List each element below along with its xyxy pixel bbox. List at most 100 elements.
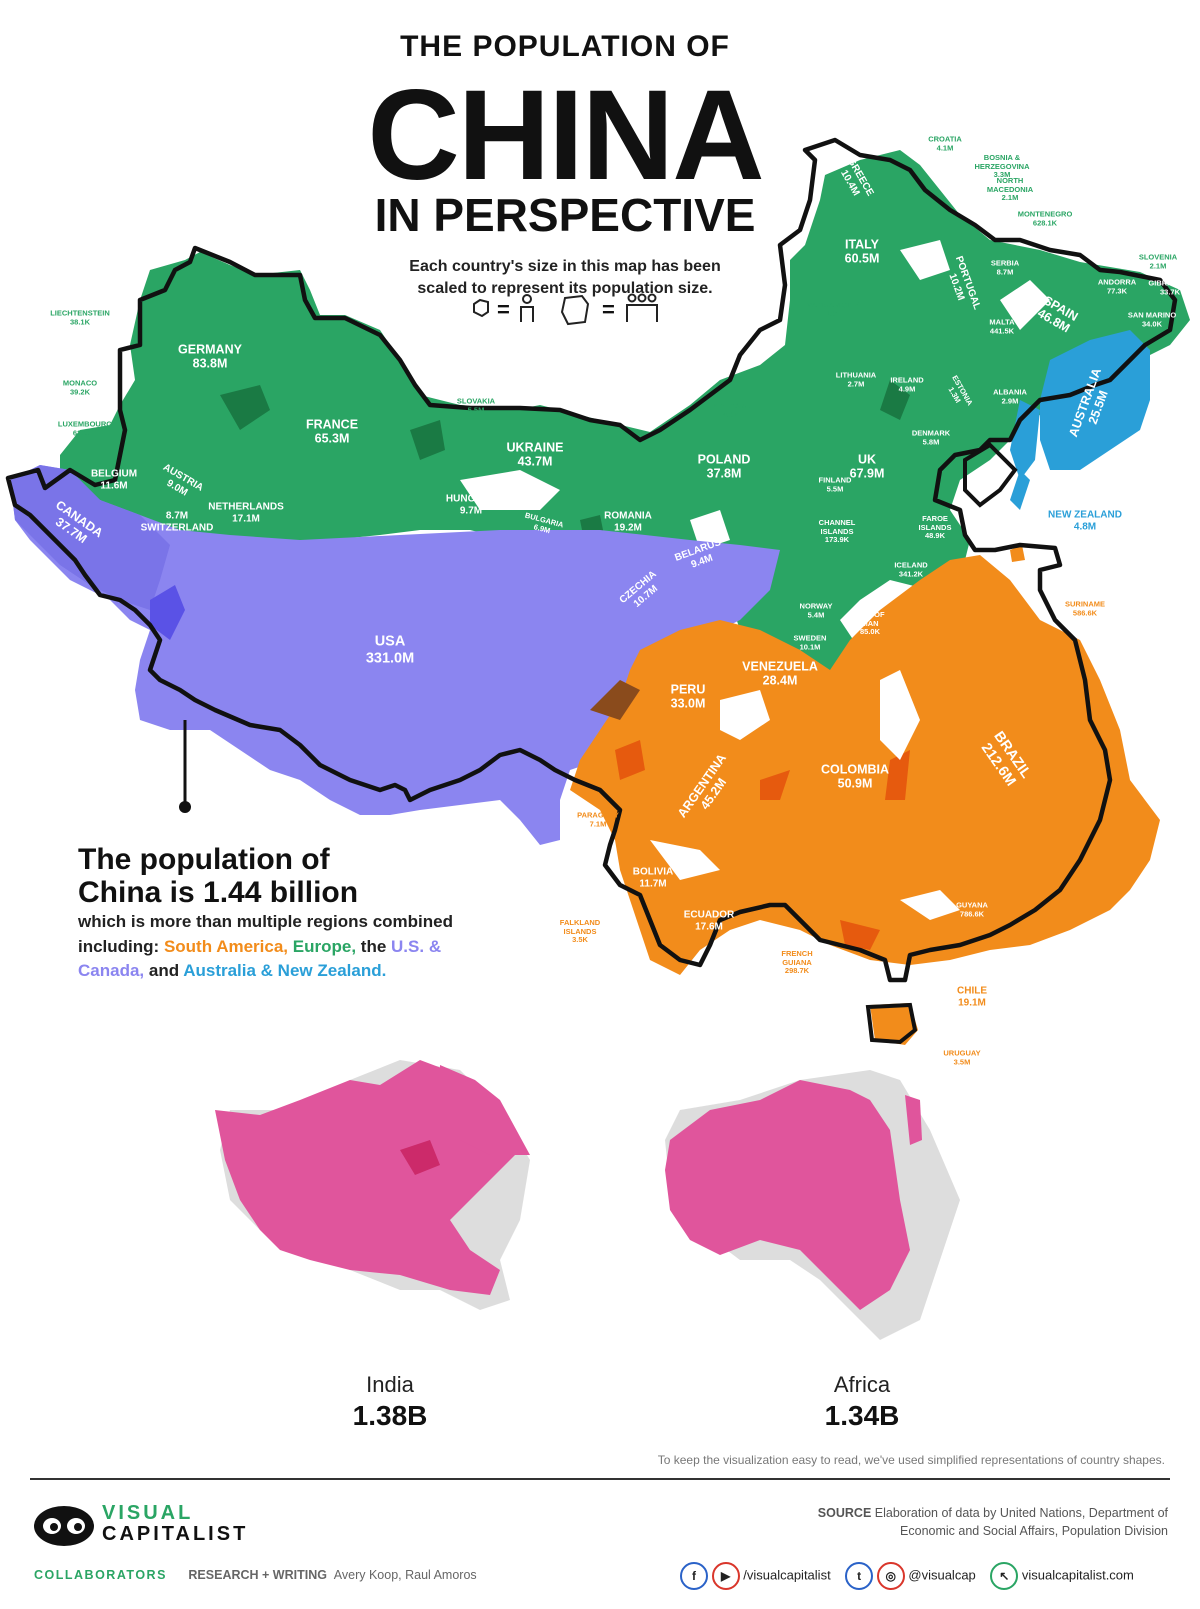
china-outline [5, 137, 1178, 983]
label-croatia-value: 4.1M [936, 143, 954, 152]
label-suriname-value: 586.6K [1072, 608, 1098, 617]
label-poland: POLAND 37.8M [698, 453, 751, 482]
label-falkland-name: FALKLAND ISLANDS [559, 918, 601, 936]
research-label: RESEARCH + WRITING [188, 1568, 327, 1582]
brown-patch [590, 680, 640, 720]
label-french-guiana-value: 298.7K [784, 966, 810, 976]
cursor-icon[interactable]: ↖ [990, 1562, 1019, 1590]
label-north-macedonia: NORTH MACEDONIA 2.1M [980, 176, 1040, 203]
label-liechtenstein-name: LIECHTENSTEIN [50, 308, 110, 318]
label-switzerland-name: SWITZERLAND [140, 522, 214, 533]
label-falkland-value: 3.5K [572, 935, 588, 945]
suriname-region [1010, 545, 1025, 562]
social-handle-2[interactable]: @visualcap [908, 1567, 976, 1583]
india-name: India [366, 1372, 414, 1397]
label-moldova: MOLDOVA 4.0M [712, 402, 750, 419]
india-overlap [400, 1140, 440, 1175]
label-vatican-name: VATICAN CITY [807, 300, 859, 310]
social-links: f ▶ /visualcapitalist t ◎ @visualcap ↖ v… [680, 1562, 1134, 1590]
label-croatia-name: CROATIA [928, 134, 962, 144]
label-north-macedonia-name: NORTH MACEDONIA [986, 176, 1034, 194]
label-vatican: VATICAN CITY 801 [807, 301, 858, 318]
label-guyana-name: GUYANA [956, 900, 988, 910]
label-switzerland: 8.7M SWITZERLAND [141, 511, 214, 534]
label-falkland: FALKLAND ISLANDS 3.5K [555, 918, 605, 945]
label-new-zealand-value: 4.8M [1073, 521, 1097, 532]
person-icon [520, 294, 534, 322]
south-america-dark-patches [615, 740, 910, 950]
label-suriname: SURINAME 586.6K [1065, 600, 1105, 617]
label-ukraine: UKRAINE 43.7M [507, 441, 564, 470]
label-chile-value: 19.1M [958, 997, 986, 1008]
youtube-icon[interactable]: ▶ [711, 1562, 740, 1590]
callout-body-intro: which is more than multiple regions comb… [78, 912, 453, 931]
china-outline-inner [963, 442, 1018, 508]
label-uk: UK 67.9M [850, 453, 885, 482]
source: SOURCE Elaboration of data by United Nat… [648, 1505, 1168, 1540]
label-ireland-name: IRELAND [890, 375, 924, 385]
instagram-icon[interactable]: ◎ [876, 1562, 905, 1590]
label-malta: MALTA 441.5K [989, 318, 1014, 335]
website-link[interactable]: visualcapitalist.com [1021, 1567, 1134, 1583]
label-paraguay-value: 7.1M [589, 819, 607, 828]
callout-body: which is more than multiple regions comb… [78, 910, 458, 984]
label-uruguay-name: URUGUAY [943, 1048, 981, 1058]
label-montenegro-name: MONTENEGRO [1017, 209, 1073, 219]
label-sweden: SWEDEN 10.1M [794, 634, 827, 651]
label-uk-name: UK [857, 452, 877, 467]
label-colombia: COLOMBIA 50.9M [821, 763, 889, 792]
label-italy-value: 60.5M [844, 252, 880, 266]
facebook-icon[interactable]: f [680, 1562, 708, 1590]
source-line-1: Elaboration of data by United Nations, D… [874, 1506, 1168, 1520]
label-french-guiana: FRENCH GUIANA 298.7K [772, 949, 822, 976]
label-guyana: GUYANA 786.6K [956, 901, 988, 918]
title-line-1: THE POPULATION OF [400, 30, 730, 63]
label-moldova-name: MOLDOVA [712, 401, 750, 411]
twitter-icon[interactable]: t [845, 1562, 874, 1590]
label-colombia-value: 50.9M [837, 777, 873, 791]
label-albania: ALBANIA 2.9M [993, 388, 1027, 405]
label-italy: ITALY 60.5M [845, 238, 880, 267]
social-handle-1[interactable]: /visualcapitalist [743, 1567, 831, 1583]
callout-south-america: South America, [163, 936, 289, 956]
label-bolivia-name: BOLIVIA [632, 866, 674, 878]
callout-heading-line-2: China is 1.44 billion [78, 876, 359, 909]
label-andorra-value: 77.3K [1106, 286, 1127, 295]
label-north-macedonia-value: 2.1M [1001, 193, 1019, 203]
label-hungary-value: 9.7M [459, 505, 483, 516]
label-uruguay: URUGUAY 3.5M [943, 1049, 980, 1066]
india-shape [215, 1060, 520, 1295]
label-monaco: MONACO 39.2K [63, 379, 97, 396]
label-chile-name: CHILE [957, 985, 987, 997]
large-shape-icon [560, 294, 590, 326]
source-line-2: Economic and Social Affairs, Population … [900, 1523, 1168, 1538]
label-latvia-value: 1.9M [987, 526, 1005, 535]
label-peru: PERU 33.0M [671, 683, 706, 712]
label-suriname-name: SURINAME [1064, 599, 1106, 609]
label-channel-islands-name: CHANNEL ISLANDS [818, 518, 856, 536]
label-venezuela-name: VENEZUELA [742, 659, 818, 674]
label-ukraine-name: UKRAINE [506, 440, 564, 455]
usa-deep-patch [150, 585, 185, 640]
label-slovakia: SLOVAKIA 5.5M [457, 397, 495, 414]
label-ireland: IRELAND 4.9M [890, 376, 923, 393]
uruguay-region [870, 1003, 918, 1045]
label-monaco-name: MONACO [62, 378, 98, 388]
label-uk-value: 67.9M [849, 467, 885, 481]
label-france: FRANCE 65.3M [306, 418, 358, 447]
hainan-outline [865, 1002, 918, 1045]
label-romania-value: 19.2M [614, 522, 642, 533]
label-belgium-value: 11.6M [100, 480, 128, 491]
label-switzerland-value: 8.7M [165, 510, 189, 522]
brand-line-2: CAPITALIST [102, 1523, 249, 1545]
europe-shadow-patches [220, 380, 1090, 545]
south-america-gaps [650, 670, 960, 920]
label-serbia: SERBIA 8.7M [991, 259, 1019, 276]
label-venezuela-value: 28.4M [762, 674, 798, 688]
label-ecuador: ECUADOR 17.6M [684, 910, 735, 933]
label-gibraltar-name: GIBRALTER [1148, 278, 1192, 288]
label-italy-name: ITALY [844, 237, 880, 252]
label-hungary: HUNGARY 9.7M [446, 494, 496, 517]
label-finland: FINLAND 5.5M [819, 476, 852, 493]
